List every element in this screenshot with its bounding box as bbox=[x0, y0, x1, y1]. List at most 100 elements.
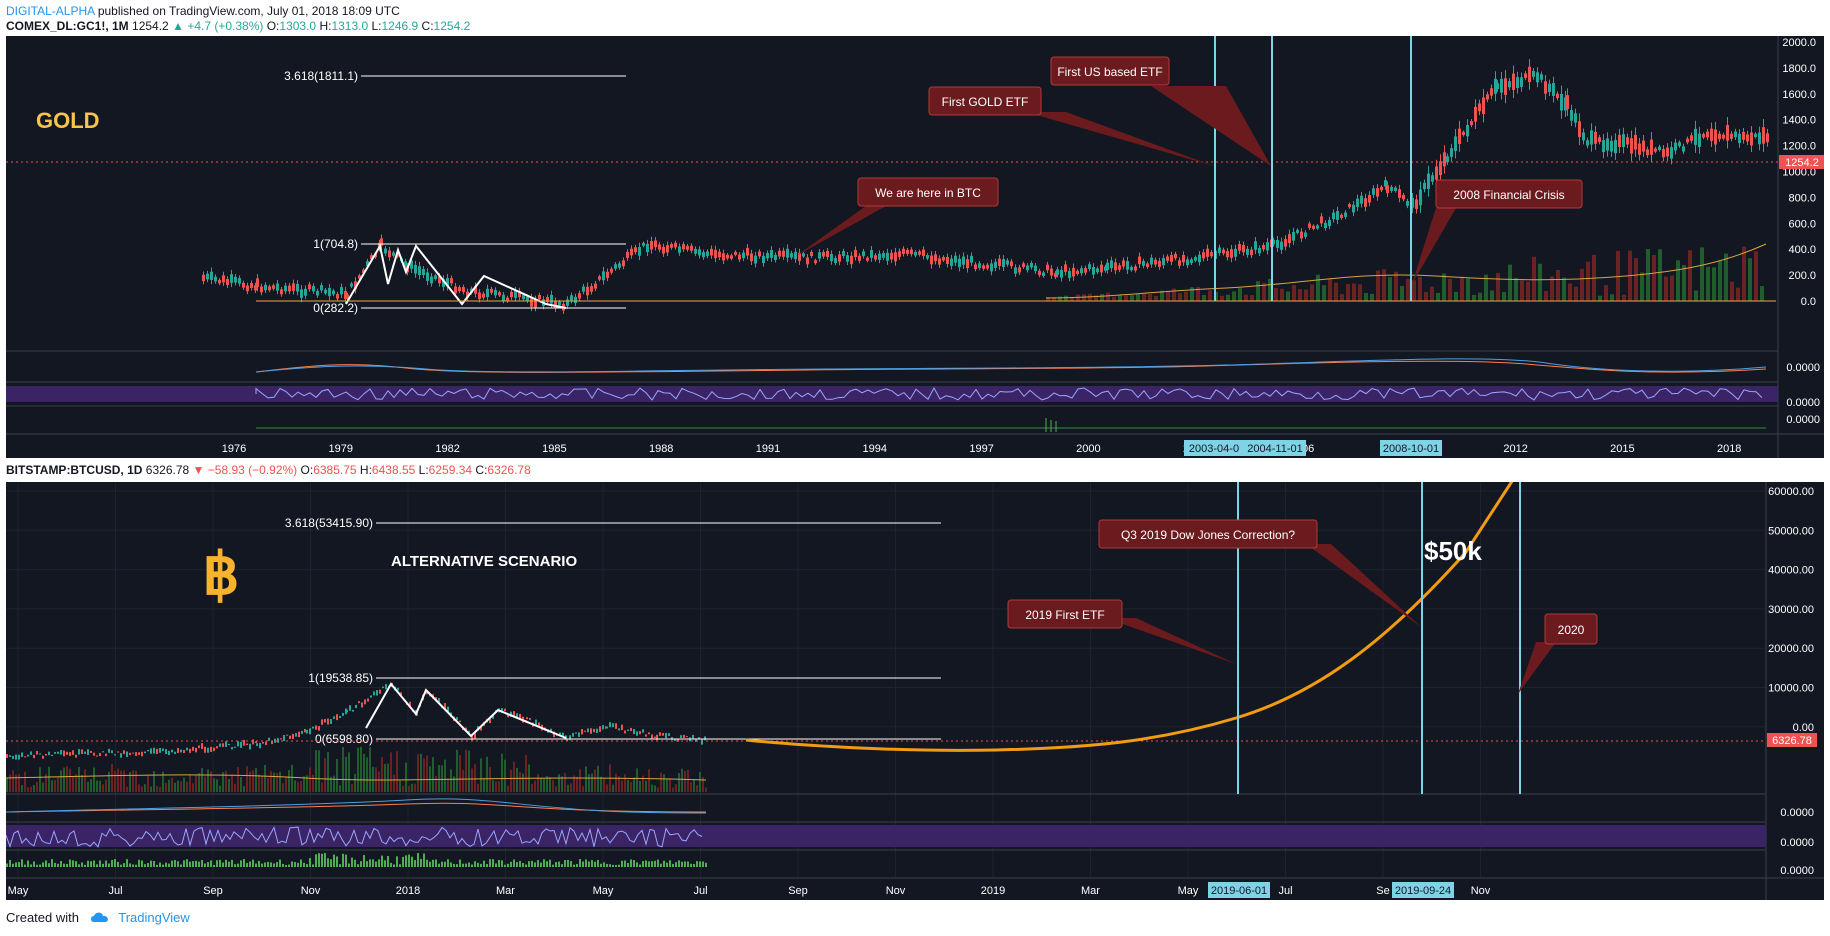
btc-pattern-drawing bbox=[365, 682, 567, 739]
gold-time-tick: 1985 bbox=[542, 443, 566, 455]
author-link[interactable]: DIGITAL-ALPHA bbox=[6, 4, 95, 18]
gold-time-tick: 2012 bbox=[1503, 443, 1527, 455]
callout-gold-etf-text: First GOLD ETF bbox=[942, 95, 1029, 109]
gold-time-tick: 1976 bbox=[222, 443, 246, 455]
callout-first-us-etf[interactable]: First US based ETF bbox=[1050, 56, 1271, 166]
btc-symbol[interactable]: BITSTAMP:BTCUSD, 1D bbox=[6, 463, 143, 477]
gold-current-price-label: 1254.2 bbox=[1785, 157, 1819, 169]
btc-time-tick: Jul bbox=[693, 885, 707, 897]
gold-time-axis[interactable]: 1976 1979 1982 1985 1988 1991 1994 1997 2000 2003… bbox=[222, 443, 1742, 455]
low-label: L: bbox=[371, 19, 382, 33]
gold-time-tick: 2018 bbox=[1717, 443, 1741, 455]
btc-time-axis[interactable]: May Jul Sep Nov 2018 Mar May Jul Sep Nov 2019 Mar Ma… bbox=[8, 885, 1491, 897]
btc-price-tick: 60000.00 bbox=[1768, 486, 1814, 498]
btc-price-tick: 30000.00 bbox=[1768, 604, 1814, 616]
gold-time-tick: 1994 bbox=[863, 443, 887, 455]
gold-price-tick: 800.0 bbox=[1788, 192, 1816, 204]
gold-price-tick: 1400.0 bbox=[1782, 115, 1816, 127]
tradingview-link[interactable]: TradingView bbox=[118, 910, 190, 925]
low-label: L: bbox=[418, 463, 429, 477]
btc-last-price: 6326.78 bbox=[145, 463, 190, 477]
gold-fib-1-label: 1(704.8) bbox=[313, 237, 358, 251]
btc-target-label: $50k bbox=[1424, 536, 1482, 566]
published-text: published on TradingView.com, July 01, 2… bbox=[97, 4, 400, 18]
btc-fib-1-label: 1(19538.85) bbox=[308, 671, 373, 685]
btc-low: 6259.34 bbox=[428, 463, 473, 477]
callout-first-gold-etf[interactable]: First GOLD ETF bbox=[928, 86, 1214, 166]
gold-candles bbox=[202, 59, 1769, 314]
gold-price-tick: 600.0 bbox=[1788, 218, 1816, 230]
gold-rsi-band bbox=[6, 386, 1778, 402]
btc-current-price-tag bbox=[1767, 733, 1817, 747]
created-with-text: Created with bbox=[6, 910, 79, 925]
btc-time-tick: Nov bbox=[886, 885, 906, 897]
gold-price-axis[interactable]: 2000.0 1800.0 1600.0 1400.0 1200.0 1000.0 800.… bbox=[1782, 37, 1816, 308]
gold-price-tick: 1000.0 bbox=[1782, 167, 1816, 179]
gold-fib-3618-label: 3.618(1811.1) bbox=[284, 69, 358, 83]
btc-volume-bars bbox=[6, 746, 707, 792]
btc-date-markers: 2019-06-01 2019-09-24 bbox=[1208, 882, 1454, 898]
btc-time-tick: May bbox=[593, 885, 614, 897]
callout-us-etf-text: First US based ETF bbox=[1057, 65, 1162, 79]
btc-time-tick: 2019 bbox=[981, 885, 1005, 897]
callout-btc-here[interactable]: We are here in BTC bbox=[796, 177, 999, 256]
gold-close: 1254.2 bbox=[433, 19, 471, 33]
gold-title: GOLD bbox=[36, 108, 100, 133]
gold-price-tick: 2000.0 bbox=[1782, 37, 1816, 49]
bitcoin-logo-icon: ฿ bbox=[203, 542, 240, 607]
gold-time-tick: 1991 bbox=[756, 443, 780, 455]
gold-date-markers: 2003-04-0 2004-11-01 2008-10-01 bbox=[1184, 440, 1442, 456]
gold-volume-bars bbox=[1046, 246, 1764, 301]
btc-time-tick: May bbox=[1178, 885, 1199, 897]
btc-close: 6326.78 bbox=[487, 463, 531, 477]
gold-date-marker-1: 2003-04-0 bbox=[1189, 443, 1239, 455]
btc-time-tick: Mar bbox=[496, 885, 515, 897]
gold-change: +4.7 (+0.38%) bbox=[187, 19, 264, 33]
gold-fib-0-label: 0(282.2) bbox=[313, 301, 358, 315]
up-triangle-icon: ▲ bbox=[172, 19, 184, 33]
btc-chart-pane[interactable]: 3.618(53415.90) 1(19538.85) 0(6598.80) ฿… bbox=[6, 482, 1824, 900]
callout-2019-first-etf[interactable]: 2019 First ETF bbox=[1007, 599, 1236, 664]
btc-osc-axis-1: 0.0000 bbox=[1780, 807, 1814, 819]
open-label: O: bbox=[300, 463, 314, 477]
btc-osc-axis-2: 0.0000 bbox=[1780, 837, 1814, 849]
btc-price-tick: 10000.00 bbox=[1768, 683, 1814, 695]
publish-header: DIGITAL-ALPHA published on TradingView.c… bbox=[6, 4, 400, 20]
btc-price-axis[interactable]: 60000.00 50000.00 40000.00 30000.00 20000.00… bbox=[1768, 486, 1814, 734]
down-triangle-icon: ▼ bbox=[192, 463, 205, 477]
btc-time-tick: Sep bbox=[788, 885, 808, 897]
callout-financial-crisis[interactable]: 2008 Financial Crisis bbox=[1412, 179, 1583, 284]
callout-2020[interactable]: 2020 bbox=[1518, 613, 1598, 694]
scenario-curve bbox=[745, 482, 1514, 752]
gold-chart-pane[interactable]: 3.618(1811.1) 1(704.8) 0(282.2) GOLD Fir… bbox=[6, 36, 1824, 458]
gold-time-tick: 1988 bbox=[649, 443, 673, 455]
btc-time-tick: Sep bbox=[203, 885, 223, 897]
gold-symbol[interactable]: COMEX_DL:GC1!, 1M bbox=[6, 19, 129, 33]
gold-date-marker-3: 2008-10-01 bbox=[1383, 443, 1439, 455]
gold-current-price-tag bbox=[1779, 155, 1824, 169]
btc-histogram bbox=[6, 853, 707, 867]
callout-first-etf-text: 2019 First ETF bbox=[1025, 608, 1104, 622]
btc-time-tick: Mar bbox=[1081, 885, 1100, 897]
tradingview-cloud-icon bbox=[89, 911, 111, 926]
close-label: C: bbox=[421, 19, 434, 33]
btc-change: −58.93 (−0.92%) bbox=[207, 463, 298, 477]
btc-price-tick: 40000.00 bbox=[1768, 565, 1814, 577]
callout-dow-correction[interactable]: Q3 2019 Dow Jones Correction? bbox=[1098, 519, 1421, 627]
callout-btc-here-text: We are here in BTC bbox=[875, 186, 981, 200]
open-label: O: bbox=[266, 19, 280, 33]
btc-time-tick: May bbox=[8, 885, 29, 897]
gold-high: 1313.0 bbox=[331, 19, 369, 33]
btc-date-marker-2: 2019-09-24 bbox=[1395, 885, 1451, 897]
gold-open: 1303.0 bbox=[279, 19, 317, 33]
btc-fib-3618-label: 3.618(53415.90) bbox=[285, 516, 373, 530]
btc-time-tick: Jul bbox=[108, 885, 122, 897]
btc-time-tick: 2018 bbox=[396, 885, 420, 897]
close-label: C: bbox=[475, 463, 488, 477]
btc-price-tick: 0.00 bbox=[1793, 722, 1814, 734]
high-label: H: bbox=[359, 463, 372, 477]
gold-price-tick: 400.0 bbox=[1788, 244, 1816, 256]
btc-time-tick: Nov bbox=[1471, 885, 1491, 897]
gold-last-price: 1254.2 bbox=[132, 19, 169, 33]
footer: Created with TradingView bbox=[6, 910, 190, 930]
